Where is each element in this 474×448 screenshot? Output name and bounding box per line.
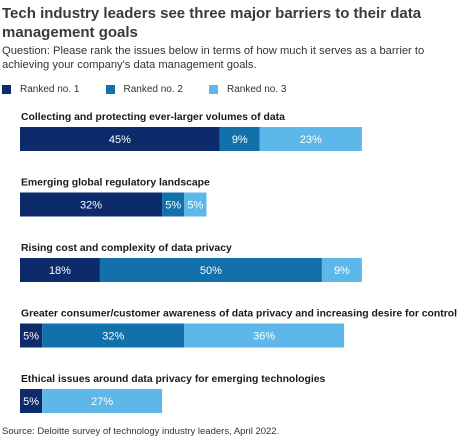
- chart-title: Tech industry leaders see three major ba…: [2, 5, 422, 41]
- category-label: Rising cost and complexity of data priva…: [21, 243, 232, 254]
- data-label: 5%: [165, 200, 181, 212]
- data-label: 32%: [102, 331, 124, 343]
- legend-label-ranked-2: Ranked no. 2: [123, 83, 184, 95]
- data-label: 5%: [23, 396, 39, 408]
- bar-segment-ranked-1: [20, 127, 220, 151]
- chart-subtitle: Question: Please rank the issues below i…: [2, 45, 425, 71]
- legend-item-ranked-2: Ranked no. 2: [105, 83, 184, 95]
- bar-segment-ranked-3: [321, 258, 362, 282]
- bar-segment-ranked-3: [184, 192, 207, 217]
- bar-segment-ranked-1: [20, 389, 43, 413]
- data-label: 9%: [334, 265, 350, 277]
- bar-segment-ranked-2: [99, 258, 322, 282]
- data-label: 23%: [300, 134, 322, 146]
- legend-swatch-ranked-2: [105, 84, 115, 94]
- bar-segment-ranked-1: [20, 323, 43, 348]
- legend-swatch-ranked-3: [209, 84, 218, 94]
- data-label: 36%: [253, 331, 275, 343]
- category-label: Collecting and protecting ever-larger vo…: [21, 112, 285, 123]
- data-label: 45%: [109, 134, 131, 146]
- bar-segment-ranked-1: [20, 258, 100, 282]
- category-label: Ethical issues around data privacy for e…: [21, 374, 326, 385]
- bar-segment-ranked-2: [162, 192, 185, 217]
- data-label: 5%: [23, 331, 39, 343]
- category-label: Greater consumer/customer awareness of d…: [21, 309, 457, 320]
- bar-segment-ranked-1: [20, 192, 163, 217]
- data-label: 27%: [91, 396, 113, 408]
- chart-source: Source: Deloitte survey of technology in…: [2, 426, 280, 437]
- legend-label-ranked-1: Ranked no. 1: [20, 83, 80, 95]
- bar-segment-ranked-3: [184, 323, 345, 348]
- bar-segment-ranked-2: [219, 127, 260, 151]
- legend-label-ranked-3: Ranked no. 3: [227, 83, 287, 95]
- bar-segment-ranked-3: [259, 127, 362, 151]
- legend-swatch-ranked-1: [2, 84, 11, 94]
- data-label: 18%: [49, 265, 71, 277]
- legend-item-ranked-1: Ranked no. 1: [2, 84, 80, 95]
- data-label: 5%: [187, 200, 203, 212]
- bar-segment-ranked-3: [42, 389, 163, 413]
- bar-segment-ranked-2: [42, 323, 185, 348]
- data-label: 32%: [80, 200, 102, 212]
- category-label: Emerging global regulatory landscape: [21, 178, 210, 189]
- data-label: 9%: [232, 134, 248, 146]
- legend-item-ranked-3: Ranked no. 3: [209, 84, 287, 95]
- legend: Ranked no. 1 Ranked no. 2 Ranked no. 3: [2, 82, 313, 96]
- data-label: 50%: [200, 265, 222, 277]
